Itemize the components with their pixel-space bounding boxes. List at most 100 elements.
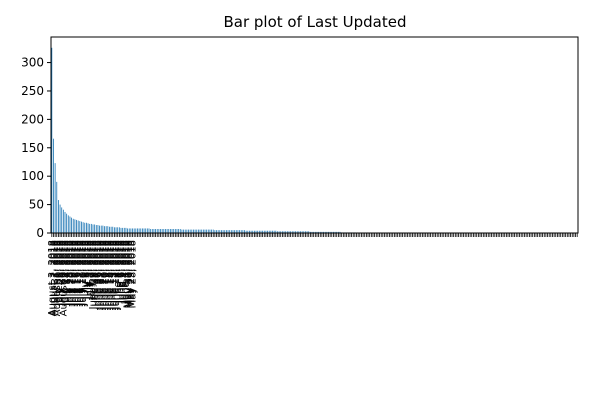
bar <box>176 229 178 233</box>
bar <box>132 228 133 233</box>
bar <box>61 207 63 233</box>
y-tick-label: 100 <box>21 169 44 183</box>
bar <box>184 229 186 233</box>
bar <box>188 229 189 233</box>
bar <box>59 204 61 233</box>
bar <box>273 230 275 233</box>
bar <box>308 231 310 233</box>
bar <box>122 227 124 233</box>
bar <box>293 231 295 233</box>
bar <box>123 227 125 233</box>
bar <box>87 223 89 233</box>
x-tick-label: July 31, 2018 <box>50 240 61 307</box>
bar <box>333 231 334 233</box>
bar <box>160 229 161 233</box>
x-tick-label: July 30, 2018 <box>53 240 64 307</box>
plot-frame <box>50 36 579 234</box>
bar <box>270 230 272 233</box>
bar <box>197 229 199 233</box>
x-tick-label: June 4, 2018 <box>119 240 130 304</box>
bar <box>235 230 237 233</box>
bar <box>311 231 313 233</box>
bar <box>107 226 109 233</box>
bar <box>204 229 206 233</box>
bar <box>219 230 221 233</box>
bar <box>201 229 203 233</box>
bar <box>89 223 91 233</box>
bar <box>128 228 130 233</box>
x-tick-label: June 20, 2018 <box>100 240 111 311</box>
bar <box>84 222 86 233</box>
bar <box>130 228 132 233</box>
bar <box>153 229 155 233</box>
bar <box>221 230 222 233</box>
bar <box>104 226 105 233</box>
x-tick-label: August 3, 2018 <box>47 240 58 316</box>
bar <box>314 231 316 233</box>
bar <box>216 230 217 233</box>
x-tick-label: July 3, 2018 <box>85 240 96 300</box>
bar <box>173 229 175 233</box>
x-tick-label: June 27, 2018 <box>91 240 102 311</box>
bar <box>272 230 273 233</box>
bar <box>301 231 303 233</box>
bar <box>328 231 329 233</box>
bar <box>207 229 209 233</box>
x-tick-label: July 19, 2018 <box>63 240 74 307</box>
bar <box>125 227 127 233</box>
bar <box>117 227 119 233</box>
bar <box>209 229 211 233</box>
bar <box>318 231 320 233</box>
x-tick-label: June 18, 2018 <box>103 240 114 311</box>
bar <box>72 218 74 233</box>
bar <box>285 231 287 233</box>
x-tick-label: July 25, 2018 <box>55 240 66 307</box>
bar <box>262 230 264 233</box>
bar <box>239 230 240 233</box>
bar <box>229 230 231 233</box>
bar <box>140 228 142 233</box>
bar <box>186 229 188 233</box>
bar <box>95 225 97 233</box>
bar <box>67 215 69 233</box>
bar <box>296 231 298 233</box>
bar <box>82 222 84 233</box>
bar <box>113 227 115 233</box>
x-tick-label: June 26, 2018 <box>93 240 104 311</box>
bar <box>100 225 102 233</box>
x-tick-label: June 28, 2018 <box>90 240 101 311</box>
bar <box>79 221 81 233</box>
bar <box>319 231 321 233</box>
x-tick-label: July 23, 2018 <box>65 240 76 307</box>
bar <box>85 222 87 233</box>
bar <box>183 229 184 233</box>
bar <box>337 231 339 233</box>
bar <box>260 230 262 233</box>
bar <box>179 229 181 233</box>
x-tick-label: July 5, 2018 <box>83 240 94 300</box>
bar <box>206 229 208 233</box>
bar <box>145 228 147 233</box>
bar <box>336 231 338 233</box>
x-tick-label: August 6, 2018 <box>58 240 69 316</box>
bar <box>90 223 92 233</box>
bar <box>74 219 76 233</box>
bar <box>211 229 212 233</box>
x-tick-label: July 11, 2018 <box>76 240 87 307</box>
bar <box>92 224 94 233</box>
bar <box>181 229 183 233</box>
bar <box>227 230 229 233</box>
bar <box>277 231 278 233</box>
bar <box>249 230 250 233</box>
bar <box>97 225 99 233</box>
bar <box>81 221 82 233</box>
bar <box>313 231 315 233</box>
bar <box>258 230 260 233</box>
bar <box>148 228 150 233</box>
x-tick-label: July 27, 2018 <box>60 240 71 307</box>
x-tick-label: June 6, 2018 <box>116 240 127 304</box>
bar <box>283 231 285 233</box>
bar <box>288 231 290 233</box>
